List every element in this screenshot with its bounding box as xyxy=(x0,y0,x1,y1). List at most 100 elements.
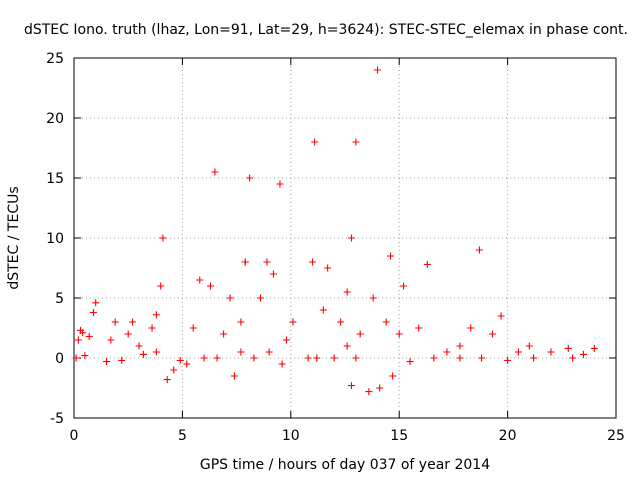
series-pass-18 xyxy=(330,288,351,362)
data-point xyxy=(530,354,538,362)
data-point xyxy=(200,354,208,362)
series-pass-21 xyxy=(365,66,382,396)
data-point xyxy=(237,318,245,326)
x-axis-label: GPS time / hours of day 037 of year 2014 xyxy=(200,457,490,473)
data-point xyxy=(74,336,82,344)
data-point xyxy=(590,344,598,352)
data-point xyxy=(163,376,171,384)
data-point xyxy=(324,264,332,272)
data-point xyxy=(230,372,238,380)
data-point xyxy=(92,299,100,307)
data-point xyxy=(220,330,228,338)
data-point xyxy=(569,354,577,362)
data-point xyxy=(159,234,167,242)
data-point xyxy=(213,354,221,362)
data-point xyxy=(365,388,373,396)
data-point xyxy=(382,318,390,326)
data-point xyxy=(497,312,505,320)
series-pass-28 xyxy=(504,342,533,364)
data-point xyxy=(514,348,522,356)
series-pass-27 xyxy=(478,312,505,362)
data-point xyxy=(352,138,360,146)
data-point xyxy=(308,258,316,266)
series-pass-14 xyxy=(265,180,284,356)
data-point xyxy=(139,350,147,358)
data-point xyxy=(400,282,408,290)
data-point xyxy=(356,330,364,338)
series-pass-01 xyxy=(72,326,87,362)
data-point xyxy=(276,180,284,188)
series-pass-17 xyxy=(313,264,332,362)
series-pass-04 xyxy=(118,318,143,364)
x-tick-label: 5 xyxy=(178,428,187,444)
data-point xyxy=(343,342,351,350)
series-pass-16 xyxy=(304,138,319,362)
data-point xyxy=(256,294,264,302)
data-point xyxy=(488,330,496,338)
series-pass-29 xyxy=(530,344,572,362)
series-pass-30 xyxy=(569,344,598,362)
data-point xyxy=(369,294,377,302)
data-point xyxy=(348,234,356,242)
series-pass-10 xyxy=(213,294,234,362)
y-tick-label: 10 xyxy=(46,231,64,247)
data-point xyxy=(319,306,327,314)
data-point xyxy=(456,354,464,362)
data-point xyxy=(343,288,351,296)
data-point xyxy=(211,168,219,176)
data-point xyxy=(547,348,555,356)
series-pass-02 xyxy=(81,299,100,360)
data-point xyxy=(348,382,356,390)
data-point xyxy=(237,348,245,356)
data-point xyxy=(389,372,397,380)
data-point xyxy=(85,332,93,340)
data-point xyxy=(189,324,197,332)
x-tick-label: 10 xyxy=(282,428,300,444)
data-point xyxy=(207,282,215,290)
data-point xyxy=(278,360,286,368)
series-pass-07 xyxy=(163,356,184,384)
data-point xyxy=(79,329,87,337)
data-point xyxy=(107,336,115,344)
series-pass-26 xyxy=(456,246,483,362)
data-point xyxy=(289,318,297,326)
data-points xyxy=(72,66,598,396)
data-point xyxy=(170,366,178,374)
data-point xyxy=(430,354,438,362)
data-point xyxy=(467,324,475,332)
data-point xyxy=(152,311,160,319)
grid xyxy=(74,58,616,418)
data-point xyxy=(504,356,512,364)
data-point xyxy=(282,336,290,344)
data-point xyxy=(352,354,360,362)
series-pass-11 xyxy=(230,258,249,380)
series-pass-08 xyxy=(183,276,204,368)
data-point xyxy=(72,354,80,362)
series-pass-09 xyxy=(200,168,219,362)
chart-title: dSTEC Iono. truth (lhaz, Lon=91, Lat=29,… xyxy=(24,22,628,38)
y-tick-label: 5 xyxy=(55,291,64,307)
x-tick-label: 20 xyxy=(499,428,517,444)
series-pass-25 xyxy=(430,342,464,362)
series-pass-24 xyxy=(406,260,431,366)
data-point xyxy=(196,276,204,284)
y-axis-label: dSTEC / TECUs xyxy=(6,186,22,289)
data-point xyxy=(313,354,321,362)
data-point xyxy=(475,246,483,254)
data-point xyxy=(176,356,184,364)
y-tick-label: 0 xyxy=(55,351,64,367)
data-point xyxy=(111,318,119,326)
series-pass-15 xyxy=(278,318,297,368)
series-pass-20 xyxy=(348,330,364,390)
data-point xyxy=(478,354,486,362)
data-point xyxy=(395,330,403,338)
data-point xyxy=(148,324,156,332)
data-point xyxy=(376,384,384,392)
series-pass-22 xyxy=(376,252,395,392)
data-point xyxy=(304,354,312,362)
data-point xyxy=(118,356,126,364)
data-point xyxy=(337,318,345,326)
series-pass-19 xyxy=(343,138,360,350)
data-point xyxy=(525,342,533,350)
series-pass-03 xyxy=(103,318,119,366)
